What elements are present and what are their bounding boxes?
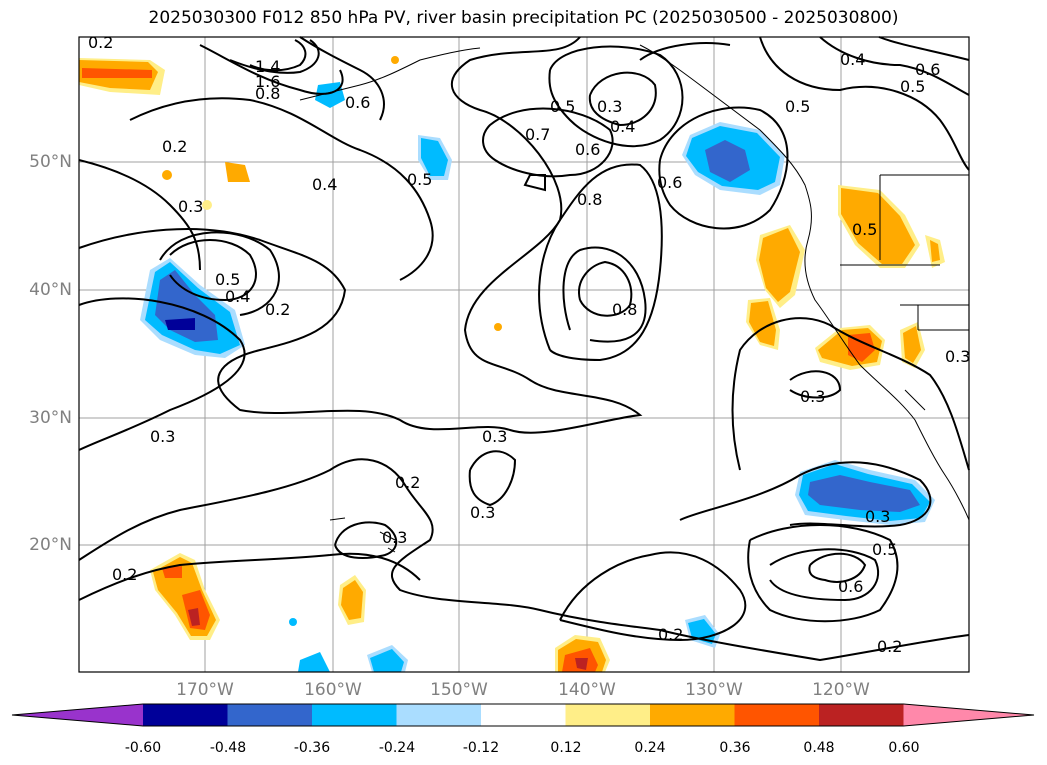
contour-labels: 0.2 1.4 1.6 0.8 0.6 0.2 0.5 0.4 0.3 0.5 … <box>88 33 970 656</box>
colorbar-swatch <box>481 704 566 726</box>
contour-label: 0.4 <box>312 175 337 194</box>
contour-label: 0.2 <box>162 137 187 156</box>
colorbar-label: -0.48 <box>209 740 247 756</box>
colorbar-swatch <box>565 704 651 726</box>
colorbar <box>11 703 1035 727</box>
contour-label: 0.5 <box>407 170 432 189</box>
contour-label: 0.6 <box>345 93 370 112</box>
contour-label: 0.6 <box>575 140 600 159</box>
lon-label: 150°W <box>430 680 488 700</box>
contour-label: 0.3 <box>865 507 890 526</box>
lat-label: 20°N <box>29 535 72 555</box>
contour-label: 0.2 <box>88 33 113 52</box>
colorbar-label: -0.36 <box>293 740 331 756</box>
contour-label: 0.5 <box>852 220 877 239</box>
colorbar-swatch <box>734 704 820 726</box>
contour-label: 0.4 <box>840 50 865 69</box>
contour-label: 0.3 <box>150 427 175 446</box>
contour-label: 0.6 <box>838 577 863 596</box>
contour-label: 0.3 <box>482 427 507 446</box>
lon-label: 160°W <box>304 680 362 700</box>
contour-label: 0.4 <box>610 117 635 136</box>
coastlines <box>299 44 970 553</box>
contour-label: 0.3 <box>597 97 622 116</box>
contour-label: 0.3 <box>470 503 495 522</box>
contour-label: 0.8 <box>577 190 602 209</box>
colorbar-label: 0.36 <box>719 740 751 756</box>
colorbar-label: 0.60 <box>888 740 920 756</box>
colorbar-extend-right <box>903 704 1034 726</box>
contour-label: 0.8 <box>255 84 280 103</box>
contour-label: 0.5 <box>900 77 925 96</box>
contour-label: 0.3 <box>178 197 203 216</box>
contour-label: 0.5 <box>550 97 575 116</box>
colorbar-extend-left <box>12 704 143 726</box>
colorbar-swatch <box>650 704 735 726</box>
contour-label: 0.7 <box>525 125 550 144</box>
colorbar-label: -0.12 <box>462 740 500 756</box>
lon-label: 170°W <box>176 680 234 700</box>
contour-label: 0.2 <box>112 565 137 584</box>
colorbar-swatch <box>819 704 904 726</box>
contour-label: 0.3 <box>800 387 825 406</box>
colorbar-label: 0.24 <box>634 740 666 756</box>
contour-label: 1.4 <box>255 57 280 76</box>
colorbar-label: -0.60 <box>124 740 162 756</box>
colorbar-label: 0.48 <box>803 740 835 756</box>
colorbar-label: 0.12 <box>550 740 582 756</box>
contour-label: 0.5 <box>215 270 240 289</box>
lon-label: 130°W <box>685 680 743 700</box>
contour-label: 0.3 <box>945 347 970 366</box>
colorbar-outline <box>11 703 1035 727</box>
contour-label: 1.6 <box>255 72 280 91</box>
contour-label: 0.2 <box>395 473 420 492</box>
contour-label: 0.8 <box>612 300 637 319</box>
precipitation-shading <box>79 56 945 672</box>
contour-label: 0.6 <box>657 173 682 192</box>
colorbar-label: -0.24 <box>378 740 416 756</box>
colorbar-swatch <box>227 704 313 726</box>
colorbar-swatch <box>143 704 228 726</box>
map-border <box>78 36 970 673</box>
lat-label: 50°N <box>29 152 72 172</box>
colorbar-swatch <box>396 704 482 726</box>
colorbar-swatch <box>312 704 397 726</box>
contour-label: 0.2 <box>877 637 902 656</box>
lat-label: 30°N <box>29 408 72 428</box>
contour-label: 0.5 <box>872 540 897 559</box>
contour-label: 0.5 <box>785 97 810 116</box>
contour-label: 0.6 <box>915 60 940 79</box>
contour-label: 0.2 <box>265 300 290 319</box>
lon-label: 140°W <box>558 680 616 700</box>
lon-label: 120°W <box>812 680 870 700</box>
contour-label: 0.4 <box>225 287 250 306</box>
pv-contours <box>78 36 970 662</box>
map-title: 2025030300 F012 850 hPa PV, river basin … <box>148 8 899 28</box>
contour-label: 0.2 <box>658 625 683 644</box>
lat-label: 40°N <box>29 280 72 300</box>
contour-label: 0.3 <box>382 528 407 547</box>
